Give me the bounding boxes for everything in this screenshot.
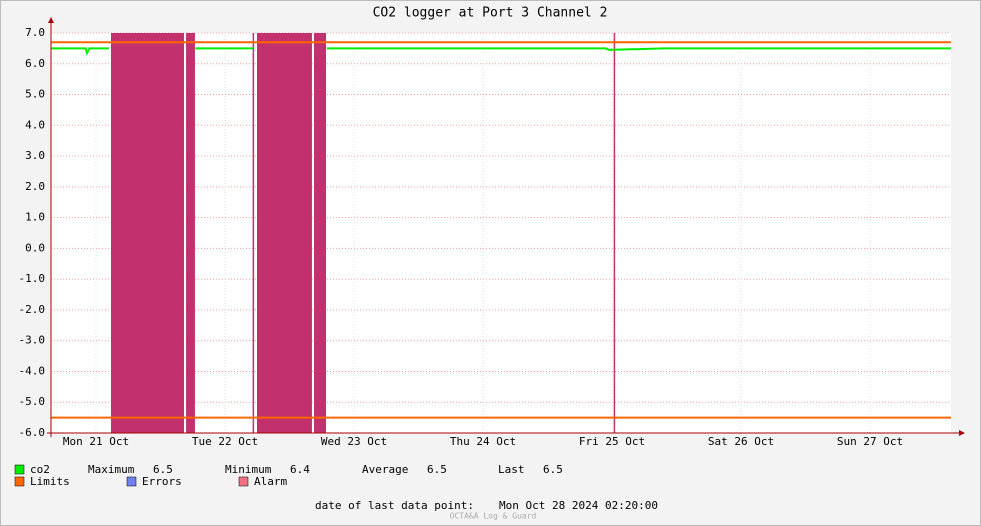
stat-value: 6.5 [153, 463, 173, 476]
y-tick-label: 2.0 [25, 180, 45, 193]
y-tick-label: -6.0 [19, 426, 46, 439]
x-tick-label: Mon 21 Oct [63, 435, 129, 448]
legend-label: co2 [30, 463, 50, 476]
legend-label: Limits [30, 475, 70, 488]
y-tick-label: -5.0 [19, 395, 46, 408]
x-tick-label: Thu 24 Oct [450, 435, 516, 448]
stat-value: 6.4 [290, 463, 310, 476]
series-line [51, 47, 951, 56]
y-tick-label: -3.0 [19, 334, 46, 347]
alarm-band [252, 33, 255, 433]
stat-name: Average [362, 463, 408, 476]
stat-value: 6.5 [427, 463, 447, 476]
x-tick-label: Tue 22 Oct [192, 435, 258, 448]
plot-area [51, 33, 951, 433]
legend-swatch [126, 476, 137, 487]
y-tick-label: 6.0 [25, 57, 45, 70]
alarm-band [613, 33, 616, 433]
y-tick-label: 7.0 [25, 26, 45, 39]
legend-label: Errors [142, 475, 182, 488]
alarm-band [314, 33, 327, 433]
legend-label: Alarm [254, 475, 287, 488]
y-tick-label: -2.0 [19, 303, 46, 316]
y-tick-label: -4.0 [19, 364, 46, 377]
stat-value: 6.5 [543, 463, 563, 476]
y-tick-label: 0.0 [25, 241, 45, 254]
legend-swatch [14, 464, 25, 475]
x-tick-label: Wed 23 Oct [321, 435, 387, 448]
chart-title: CO2 logger at Port 3 Channel 2 [373, 6, 608, 21]
y-axis-arrow [48, 17, 54, 23]
x-tick-label: Sat 26 Oct [708, 435, 774, 448]
y-tick-label: 3.0 [25, 149, 45, 162]
watermark: OCTA&A Log & Guard [450, 512, 537, 521]
stat-name: Maximum [88, 463, 135, 476]
alarm-band [110, 33, 184, 433]
y-tick-label: 5.0 [25, 88, 45, 101]
alarm-band [186, 33, 195, 433]
legend-swatch [14, 476, 25, 487]
alarm-band [257, 33, 312, 433]
y-tick-label: -1.0 [19, 272, 46, 285]
stat-name: Last [498, 463, 525, 476]
x-tick-label: Fri 25 Oct [579, 435, 645, 448]
stat-name: Minimum [225, 463, 272, 476]
x-axis-arrow [959, 430, 965, 436]
footer-label: date of last data point: [315, 499, 474, 512]
x-tick-label: Sun 27 Oct [837, 435, 903, 448]
footer-date: Mon Oct 28 2024 02:20:00 [499, 499, 658, 512]
y-tick-label: 1.0 [25, 211, 45, 224]
legend-swatch [238, 476, 249, 487]
y-tick-label: 4.0 [25, 118, 45, 131]
